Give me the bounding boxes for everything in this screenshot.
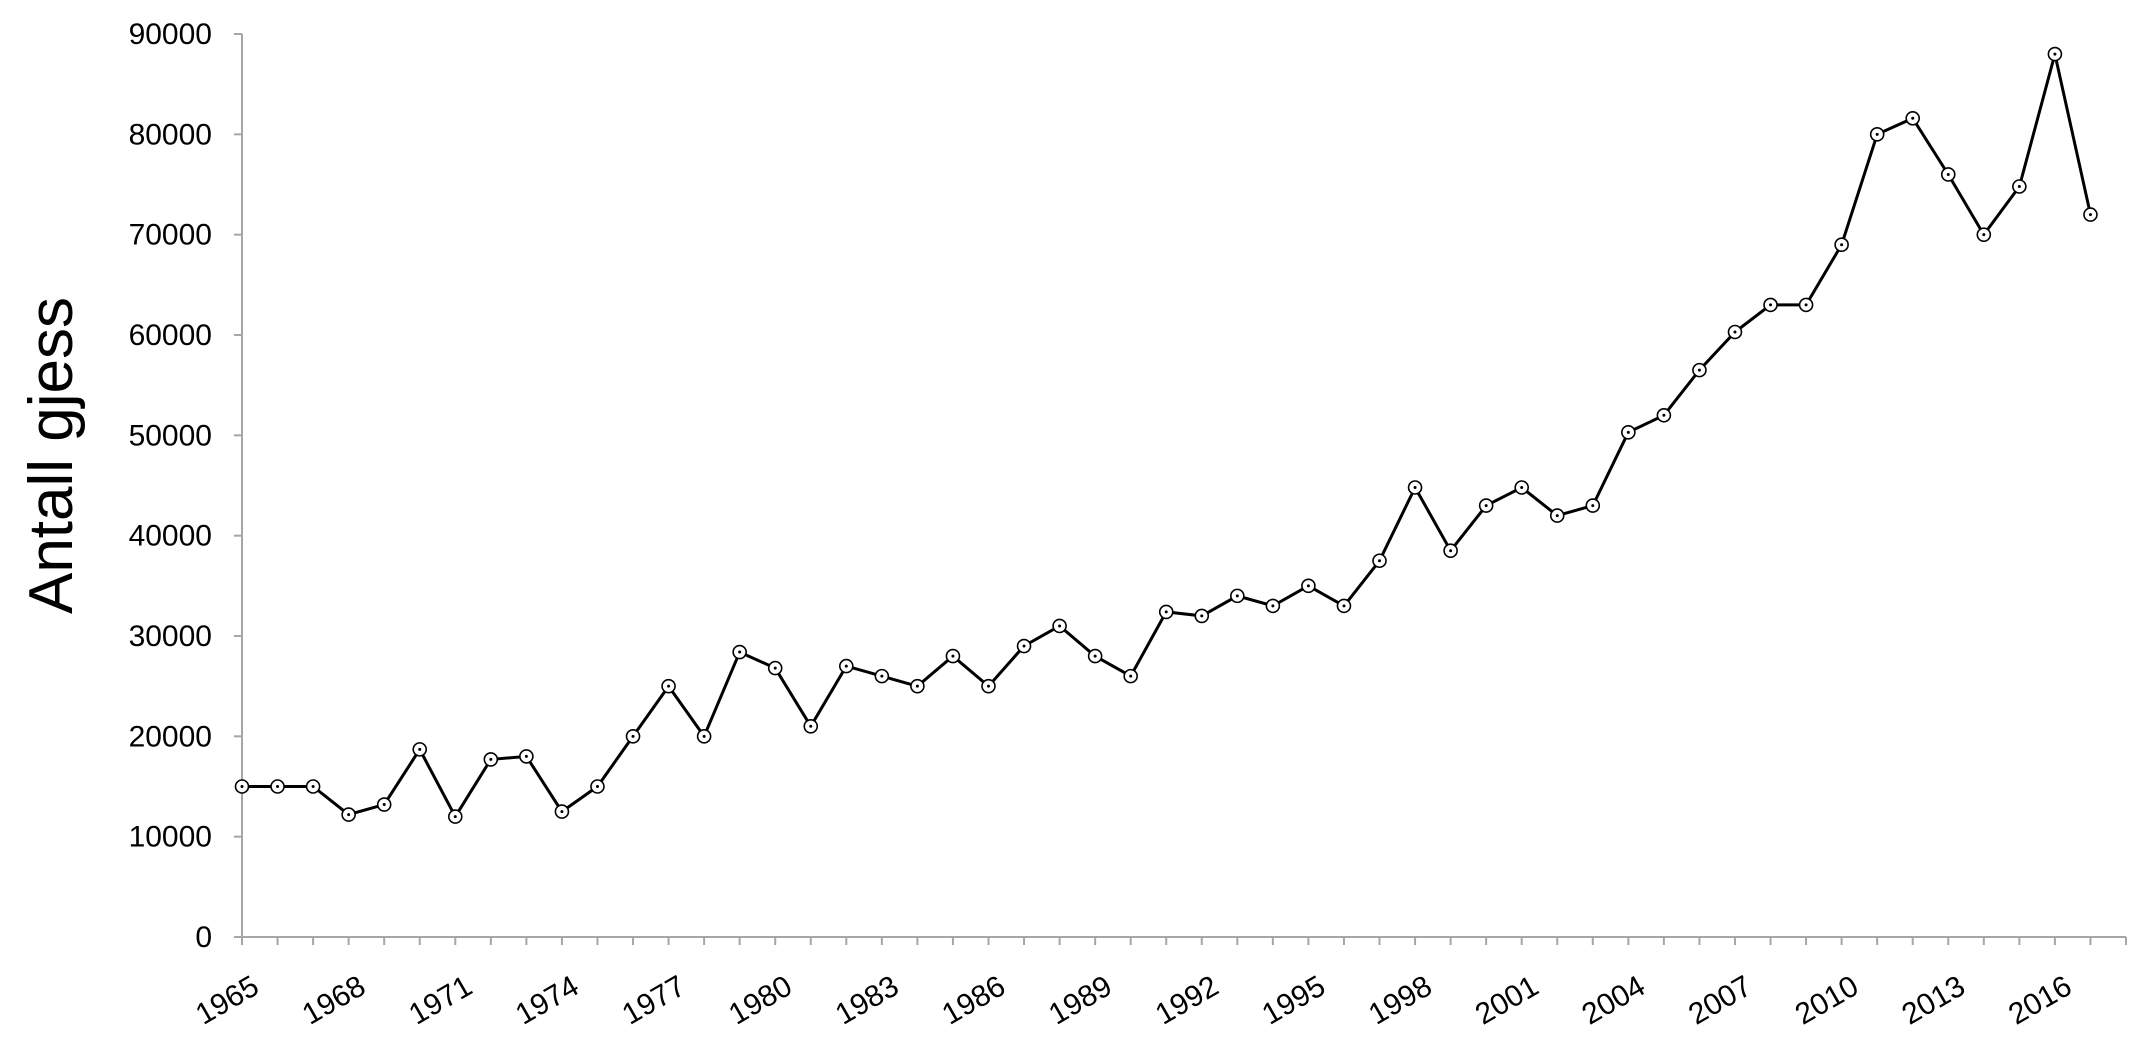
y-tick-label: 90000 [129, 18, 212, 51]
data-point-center [1306, 584, 1310, 588]
x-tick-label: 1992 [1150, 969, 1224, 1031]
x-tick-label: 1983 [830, 969, 904, 1031]
x-tick-label: 2010 [1790, 969, 1864, 1031]
series-line [242, 53, 2092, 820]
y-tick-label: 60000 [129, 319, 212, 352]
data-point-center [1022, 644, 1026, 648]
data-point-center [489, 757, 493, 761]
data-point-center [1164, 610, 1168, 614]
x-tick-label: 2004 [1577, 969, 1651, 1031]
y-tick-label: 50000 [129, 419, 212, 452]
data-point-center [1378, 559, 1382, 563]
data-point-center [1875, 132, 1879, 136]
data-point-center [880, 674, 884, 678]
data-point-center [1769, 303, 1773, 307]
data-point-center [1662, 413, 1666, 417]
data-point-center [915, 684, 919, 688]
x-tick-label: 1995 [1257, 969, 1331, 1031]
data-point-center [347, 813, 351, 817]
data-point-center [1093, 654, 1097, 658]
x-tick-label: 1974 [510, 969, 584, 1031]
data-point-center [560, 810, 564, 814]
data-point-center [2053, 52, 2057, 56]
y-axis-title: Antall gjess [17, 297, 86, 614]
y-tick-label: 0 [195, 921, 212, 954]
data-point-center [809, 724, 813, 728]
data-point-center [1235, 594, 1239, 598]
x-tick-label: 1977 [617, 969, 691, 1031]
data-point-center [667, 684, 671, 688]
x-tick-label: 1998 [1363, 969, 1437, 1031]
data-point-center [844, 664, 848, 668]
data-point-center [1626, 430, 1630, 434]
y-tick-label: 70000 [129, 219, 212, 252]
y-tick-label: 80000 [129, 118, 212, 151]
data-point-center [524, 754, 528, 758]
y-tick-label: 20000 [129, 720, 212, 753]
data-point-center [595, 785, 599, 788]
data-point-center [951, 654, 955, 658]
y-axis: 0 10000 20000 30000 40000 50000 60000 70000 8000… [129, 18, 243, 954]
y-tick-label: 30000 [129, 620, 212, 653]
x-tick-label: 1980 [723, 969, 797, 1031]
x-tick-label: 1971 [403, 969, 477, 1031]
data-point-center [2017, 185, 2021, 189]
data-point-center [276, 785, 280, 788]
x-tick-label: 2016 [2003, 969, 2077, 1031]
data-point-center [382, 803, 386, 807]
data-point-center [2088, 213, 2092, 217]
data-point-center [1982, 233, 1986, 237]
data-point-center [702, 734, 706, 738]
data-point-center [738, 650, 742, 654]
x-tick-label: 1989 [1043, 969, 1117, 1031]
x-tick-label: 2007 [1683, 969, 1757, 1031]
data-point-center [1449, 549, 1453, 553]
data-point-center [1946, 172, 1950, 176]
x-tick-label: 1986 [937, 969, 1011, 1031]
data-point-center [1129, 674, 1133, 678]
series-plot [234, 46, 2098, 824]
data-point-center [1200, 614, 1204, 618]
x-tick-label: 1965 [190, 969, 264, 1031]
data-point-center [1520, 486, 1524, 490]
data-point-center [1271, 604, 1275, 608]
data-point-center [311, 785, 315, 788]
y-tick-label: 10000 [129, 821, 212, 854]
x-tick-label: 2013 [1896, 969, 1970, 1031]
data-point-center [986, 684, 990, 688]
data-point-center [1555, 514, 1559, 518]
data-point-center [418, 747, 422, 751]
data-point-center [1058, 624, 1062, 628]
data-point-center [1591, 504, 1595, 508]
data-point-center [1484, 504, 1488, 508]
data-point-center [240, 785, 244, 788]
data-point-center [1413, 486, 1417, 490]
data-point-center [1342, 604, 1346, 608]
data-point-center [1697, 368, 1701, 372]
y-tick-label: 40000 [129, 520, 212, 553]
data-point-center [773, 666, 777, 670]
data-point-center [1733, 330, 1737, 334]
x-axis: 1965 1968 1971 1974 1977 1980 1983 1986 1989 1992… [190, 936, 2127, 1031]
x-tick-label: 1968 [297, 969, 371, 1031]
data-point-center [1840, 243, 1844, 247]
data-point-center [631, 734, 635, 738]
x-tick-label: 2001 [1470, 969, 1544, 1031]
data-point-center [1804, 303, 1808, 307]
data-point-center [453, 815, 457, 819]
data-point-center [1911, 116, 1915, 120]
